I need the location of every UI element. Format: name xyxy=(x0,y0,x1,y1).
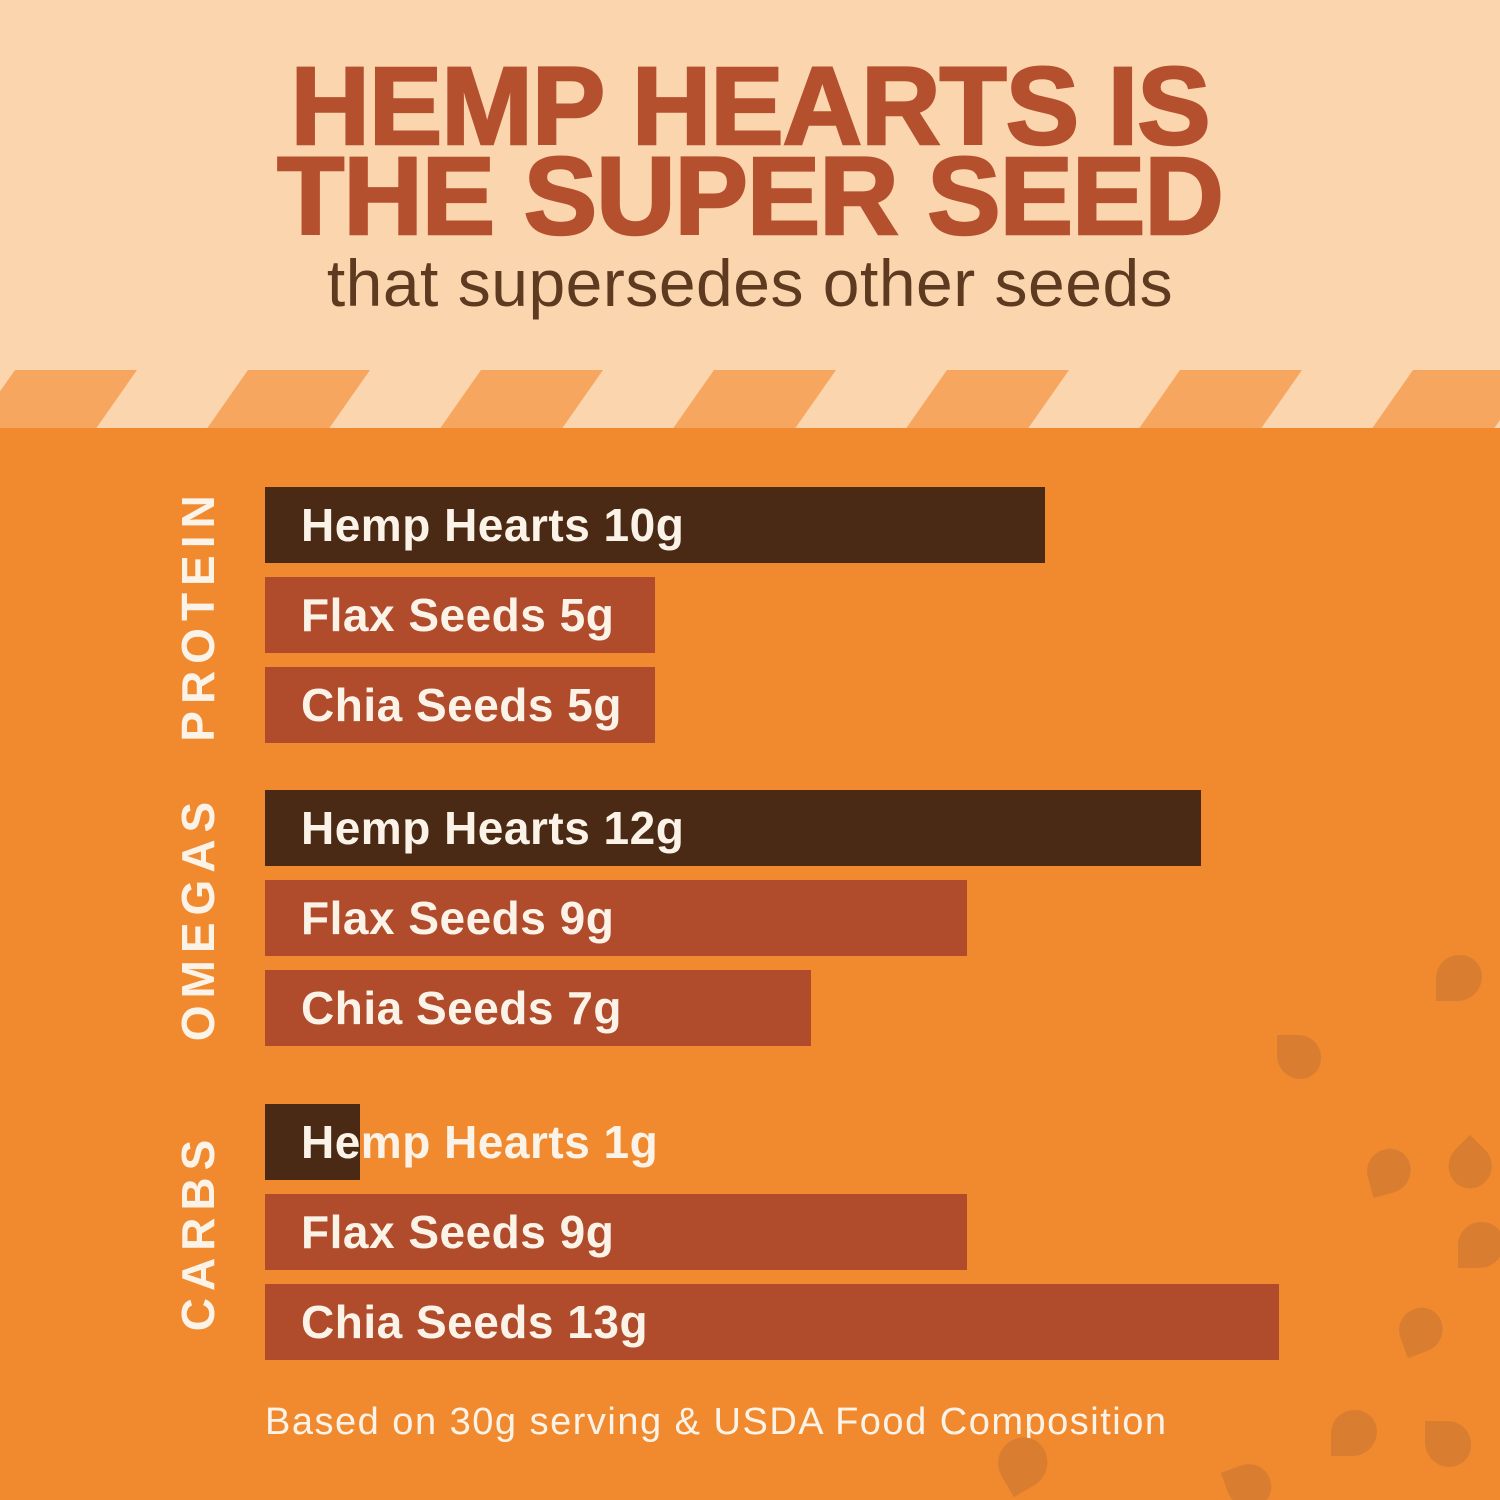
category-label-omegas: OMEGAS xyxy=(172,794,224,1042)
footnote: Based on 30g serving & USDA Food Composi… xyxy=(265,1401,1168,1443)
header-section: HEMP HEARTS IS THE SUPER SEED that super… xyxy=(0,0,1500,370)
bar-chia-seeds: Chia Seeds 13g xyxy=(265,1284,1279,1360)
bar-flax-seeds: Flax Seeds 9g xyxy=(265,1194,967,1270)
chart-section: PROTEIN Hemp Hearts 10g Flax Seeds 5g Chia … xyxy=(0,428,1500,1500)
chart-group-omegas: OMEGAS Hemp Hearts 12g Flax Seeds 9g Chia S… xyxy=(0,790,1500,1046)
stripe xyxy=(673,370,836,428)
page-subtitle: that supersedes other seeds xyxy=(326,246,1174,320)
seed-icon xyxy=(1458,1222,1500,1268)
category-label-carbs: CARBS xyxy=(172,1132,224,1332)
bar-hemp-hearts: Hemp Hearts 1g xyxy=(265,1104,658,1180)
bar-value-label: Chia Seeds 7g xyxy=(301,982,622,1034)
bar-chia-seeds: Chia Seeds 7g xyxy=(265,970,811,1046)
bar-flax-seeds: Flax Seeds 5g xyxy=(265,577,655,653)
bar-value-label: Hemp Hearts 12g xyxy=(301,802,685,854)
bar-value-label: Flax Seeds 9g xyxy=(301,892,615,944)
stripe xyxy=(207,370,370,428)
bar-value-label: Chia Seeds 13g xyxy=(301,1296,649,1348)
bar-value-label: Hemp Hearts 10g xyxy=(301,499,685,551)
bar-hemp-hearts: Hemp Hearts 10g xyxy=(265,487,1045,563)
bar-value-label: Flax Seeds 9g xyxy=(301,1206,615,1258)
bar-value-label: Chia Seeds 5g xyxy=(301,679,622,731)
title-line-1: HEMP HEARTS IS xyxy=(289,45,1212,168)
title-line-2: THE SUPER SEED xyxy=(276,135,1225,258)
bar-chia-seeds: Chia Seeds 5g xyxy=(265,667,655,743)
bar-hemp-hearts: Hemp Hearts 12g xyxy=(265,790,1201,866)
bar-group: Hemp Hearts 1g Flax Seeds 9g Chia Seeds 13… xyxy=(265,1104,1500,1360)
stripe xyxy=(1372,370,1500,428)
bar-group: Hemp Hearts 12g Flax Seeds 9g Chia Seeds 7… xyxy=(265,790,1500,1046)
seed-icon xyxy=(1331,1410,1377,1456)
seed-icon xyxy=(1436,955,1482,1001)
category-label-protein: PROTEIN xyxy=(172,488,224,742)
diagonal-stripe-divider xyxy=(0,370,1500,428)
stripe xyxy=(0,370,137,428)
seed-icon xyxy=(1277,1035,1321,1079)
chart-group-carbs: CARBS Hemp Hearts 1g Flax Seeds 9g Chia See… xyxy=(0,1104,1500,1360)
stripe xyxy=(1139,370,1302,428)
stripe xyxy=(906,370,1069,428)
bar-flax-seeds: Flax Seeds 9g xyxy=(265,880,967,956)
bar-value-label: Flax Seeds 5g xyxy=(301,589,615,641)
stripe xyxy=(440,370,603,428)
bar-group: Hemp Hearts 10g Flax Seeds 5g Chia Seeds 5… xyxy=(265,487,1500,743)
seed-icon xyxy=(1425,1421,1471,1467)
chart-group-protein: PROTEIN Hemp Hearts 10g Flax Seeds 5g Chia … xyxy=(0,487,1500,743)
page-title: HEMP HEARTS IS THE SUPER SEED xyxy=(0,45,1500,258)
bar-value-label: Hemp Hearts 1g xyxy=(301,1116,659,1168)
